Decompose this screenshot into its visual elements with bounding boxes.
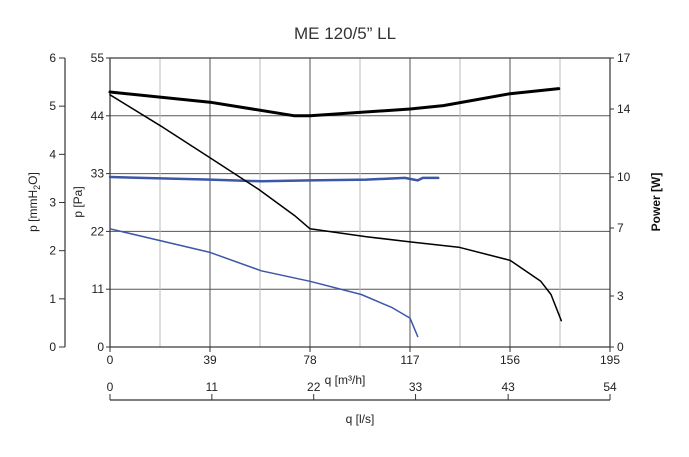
mmh2o-tick-label: 3: [49, 196, 56, 210]
y-axis-label-pa: p [Pa]: [71, 186, 85, 217]
pressure-curve-blue: [109, 228, 419, 338]
pa-tick-label: 11: [92, 282, 105, 296]
tick-labels: 0 1 2 3 4 5 6 0 11 22 33 44 55 0 3 7 10 14 17 0 39 78 117 156 19…: [49, 51, 630, 394]
power-curve-blue: [108, 175, 440, 183]
y-axis-label-mmh2o: p [mmH2O]: [26, 172, 42, 232]
m3h-tick-label: 0: [107, 353, 114, 367]
power-tick-label: 0: [617, 340, 624, 354]
ls-tick-label: 0: [107, 380, 114, 394]
pa-tick-label: 55: [91, 51, 105, 65]
plot-frame: [109, 57, 611, 348]
power-tick-label: 7: [617, 221, 624, 235]
pa-tick-label: 44: [91, 109, 105, 123]
ls-tick-label: 33: [409, 380, 423, 394]
data-series: [108, 87, 563, 338]
m3h-tick-label: 117: [400, 353, 419, 367]
chart-title: ME 120/5” LL: [294, 24, 396, 43]
ls-tick-label: 22: [307, 380, 321, 394]
pa-tick-label: 22: [91, 224, 105, 238]
power-tick-label: 3: [617, 289, 624, 303]
ls-tick-label: 43: [501, 380, 515, 394]
ls-tick-label: 54: [603, 380, 617, 394]
grid: [109, 57, 611, 348]
mmh2o-tick-label: 0: [49, 340, 56, 354]
pa-tick-label: 0: [97, 340, 104, 354]
m3h-tick-label: 78: [303, 353, 317, 367]
mmh2o-tick-label: 4: [49, 147, 56, 161]
power-tick-label: 10: [617, 170, 631, 184]
pressure-curve-black: [109, 94, 563, 322]
y-axis-label-power: Power [W]: [649, 173, 663, 232]
m3h-tick-label: 195: [600, 353, 620, 367]
ls-tick-label: 11: [206, 380, 219, 394]
x-axis-label-m3h: q [m³/h]: [325, 373, 366, 387]
m3h-tick-label: 156: [500, 353, 520, 367]
axes: [59, 57, 614, 401]
mmh2o-tick-label: 6: [49, 51, 56, 65]
power-tick-label: 14: [617, 102, 631, 116]
mmh2o-tick-label: 2: [49, 244, 56, 258]
mmh2o-tick-label: 5: [49, 99, 56, 113]
power-tick-label: 17: [617, 51, 631, 65]
x-axis-label-ls: q [l/s]: [346, 412, 375, 426]
mmh2o-tick-label: 1: [49, 292, 56, 306]
power-curve-black: [108, 87, 561, 118]
m3h-tick-label: 39: [203, 353, 217, 367]
pa-tick-label: 33: [91, 167, 105, 181]
